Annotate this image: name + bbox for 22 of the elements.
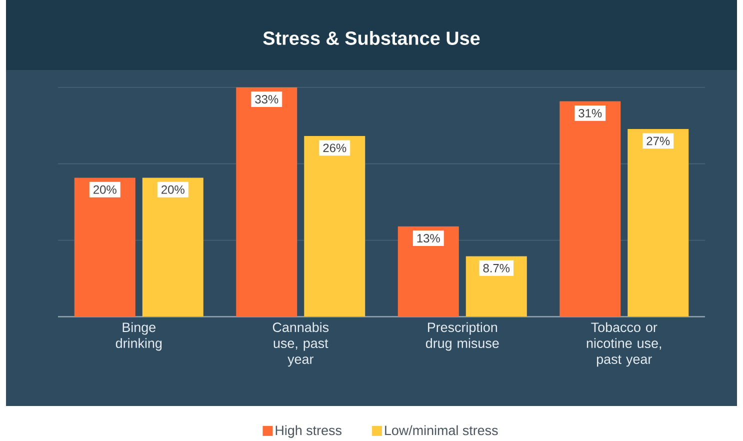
- bar: [560, 101, 621, 317]
- x-tick-label: Prescription drug misuse: [426, 322, 499, 351]
- data-label: 33%: [255, 95, 278, 104]
- chart-title: Stress & Substance Use: [263, 31, 480, 45]
- bar: [628, 129, 689, 317]
- data-label: 27%: [646, 136, 670, 146]
- bar: [304, 136, 366, 317]
- legend-label: High stress: [276, 425, 342, 438]
- data-label: 8.7%: [483, 264, 510, 272]
- data-label: 20%: [162, 185, 184, 194]
- data-label: 31%: [578, 108, 602, 118]
- data-label: 13%: [417, 234, 440, 242]
- x-tick-label: Binge drinking: [116, 322, 162, 351]
- data-label: 20%: [94, 185, 116, 194]
- bar: [74, 178, 136, 317]
- data-label: 26%: [323, 144, 346, 152]
- bar: [142, 178, 204, 317]
- x-tick-label: Tobacco or nicotine use, past year: [586, 322, 662, 367]
- bar: [236, 87, 298, 317]
- legend-label: Low/minimal stress: [385, 425, 498, 436]
- bar: [398, 226, 459, 317]
- x-tick-label: Cannabis use, past year: [272, 322, 329, 367]
